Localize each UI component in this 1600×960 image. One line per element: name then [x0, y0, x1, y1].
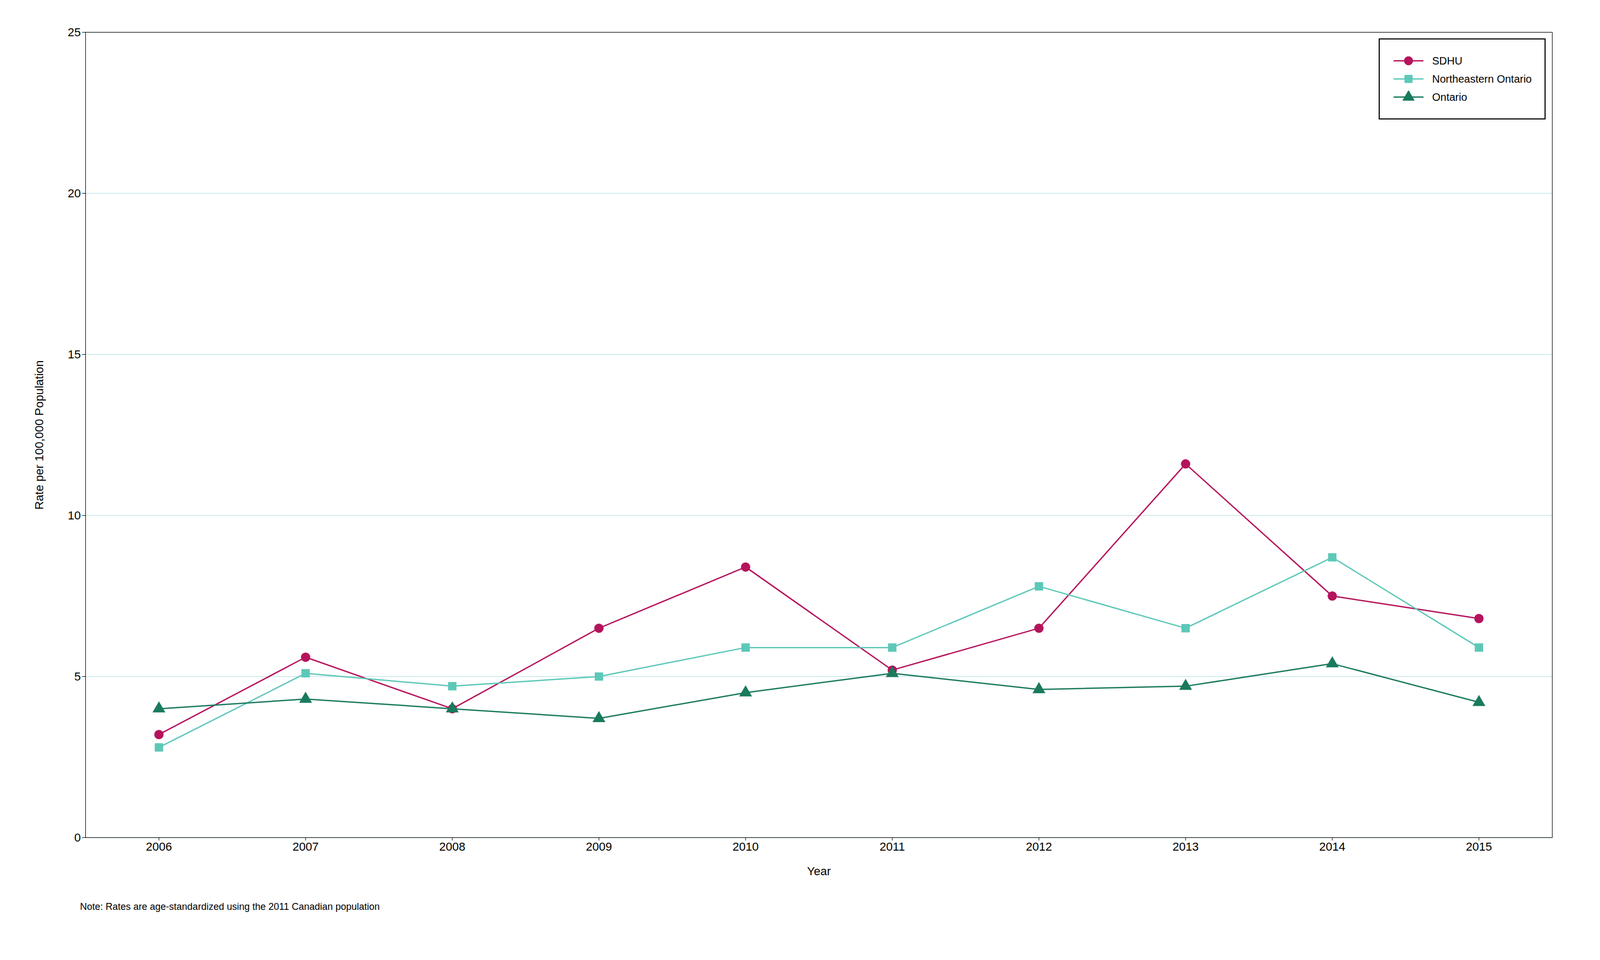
svg-text:2007: 2007 [292, 840, 319, 854]
svg-text:Rate per 100,000 Population: Rate per 100,000 Population [32, 360, 46, 510]
svg-text:2013: 2013 [1172, 840, 1199, 854]
svg-text:2012: 2012 [1026, 840, 1053, 854]
svg-text:10: 10 [67, 508, 81, 523]
svg-text:2010: 2010 [732, 840, 759, 854]
svg-text:2008: 2008 [439, 840, 466, 854]
html-text:Northeastern Ontario: Northeastern Ontario [1432, 72, 1532, 85]
svg-text:25: 25 [67, 25, 81, 39]
html-text:Note: Rates are age-standardiz: Note: Rates are age-standardized using t… [80, 901, 380, 912]
svg-text:2014: 2014 [1319, 840, 1346, 854]
svg-text:2006: 2006 [146, 840, 173, 854]
html-text:SDHU: SDHU [1432, 54, 1463, 67]
svg-text:2015: 2015 [1466, 840, 1493, 854]
svg-text:Year: Year [806, 864, 831, 878]
html-text:Ontario: Ontario [1432, 90, 1468, 103]
svg-text:2009: 2009 [586, 840, 613, 854]
svg-text:20: 20 [67, 186, 81, 200]
svg-text:5: 5 [74, 669, 81, 684]
svg-text:15: 15 [67, 347, 81, 362]
svg-text:2011: 2011 [879, 840, 905, 854]
svg-text:0: 0 [74, 830, 81, 845]
